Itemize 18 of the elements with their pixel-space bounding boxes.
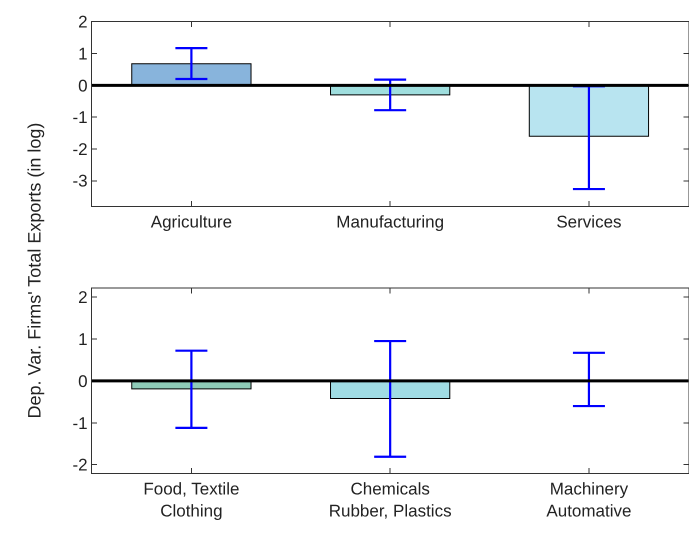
y-tick-label: 2 (78, 12, 88, 32)
y-tick-label: 1 (78, 44, 88, 64)
y-tick-label: -3 (72, 172, 88, 191)
y-tick-label: -1 (72, 108, 88, 128)
x-tick-label: Food, Textile Clothing (143, 480, 240, 521)
y-tick-label: 0 (78, 76, 88, 96)
x-tick-label: Manufacturing (336, 212, 444, 232)
y-axis-title: Dep. Var. Firms' Total Exports (in log) (24, 122, 44, 418)
y-tick-label: -1 (72, 414, 88, 433)
x-tick-label: Machinery Automative (546, 480, 632, 521)
y-tick-label: -2 (72, 456, 88, 475)
y-tick-label: 1 (78, 330, 88, 349)
y-tick-label: -2 (72, 140, 88, 159)
x-tick-label: Services (556, 212, 622, 232)
y-tick-label: 0 (78, 372, 88, 391)
y-tick-label: 2 (78, 288, 88, 307)
x-tick-label: Chemicals Rubber, Plastics (328, 480, 452, 521)
x-tick-label: Agriculture (150, 212, 232, 232)
